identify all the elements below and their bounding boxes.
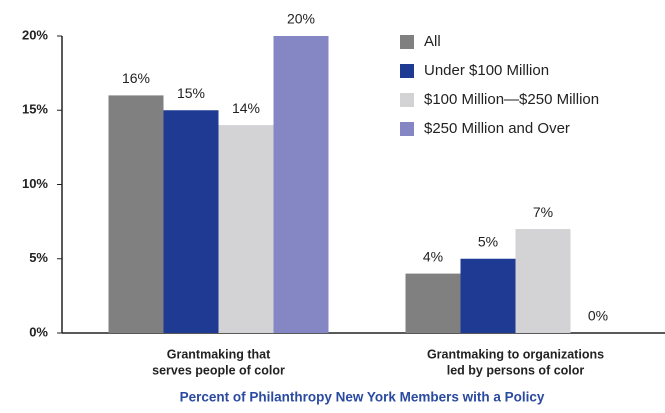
bar [108,95,164,334]
x-tick-label: Grantmaking to organizations [427,347,604,361]
y-tick-label: 10% [22,176,48,191]
x-tick-label: Grantmaking that [167,347,271,361]
x-axis-title: Percent of Philanthropy New York Members… [180,390,545,405]
legend-label: All [424,33,441,50]
value-label: 7% [533,204,553,220]
bar [218,125,274,333]
legend-swatch [400,35,414,49]
bar [273,36,329,333]
legend-swatch [400,93,414,107]
bar [405,273,461,333]
bar [163,110,219,333]
legend-swatch [400,122,414,136]
bar [515,229,571,333]
legend-label: Under $100 Million [424,62,549,79]
value-label: 5% [478,233,498,249]
legend-label: $100 Million—$250 Million [424,91,599,108]
y-tick-label: 5% [29,250,48,265]
y-tick-label: 20% [22,27,48,42]
value-label: 15% [177,85,205,101]
value-label: 14% [232,100,260,116]
value-label: 16% [122,70,150,86]
value-label: 20% [287,11,315,27]
legend-swatch [400,64,414,78]
x-tick-label: led by persons of color [447,363,585,377]
bar [460,258,516,333]
x-tick-label: serves people of color [152,363,285,377]
y-tick-label: 15% [22,102,48,117]
y-tick-label: 0% [29,324,48,339]
value-label: 0% [588,308,608,324]
value-label: 4% [423,248,443,264]
legend-label: $250 Million and Over [424,120,570,137]
